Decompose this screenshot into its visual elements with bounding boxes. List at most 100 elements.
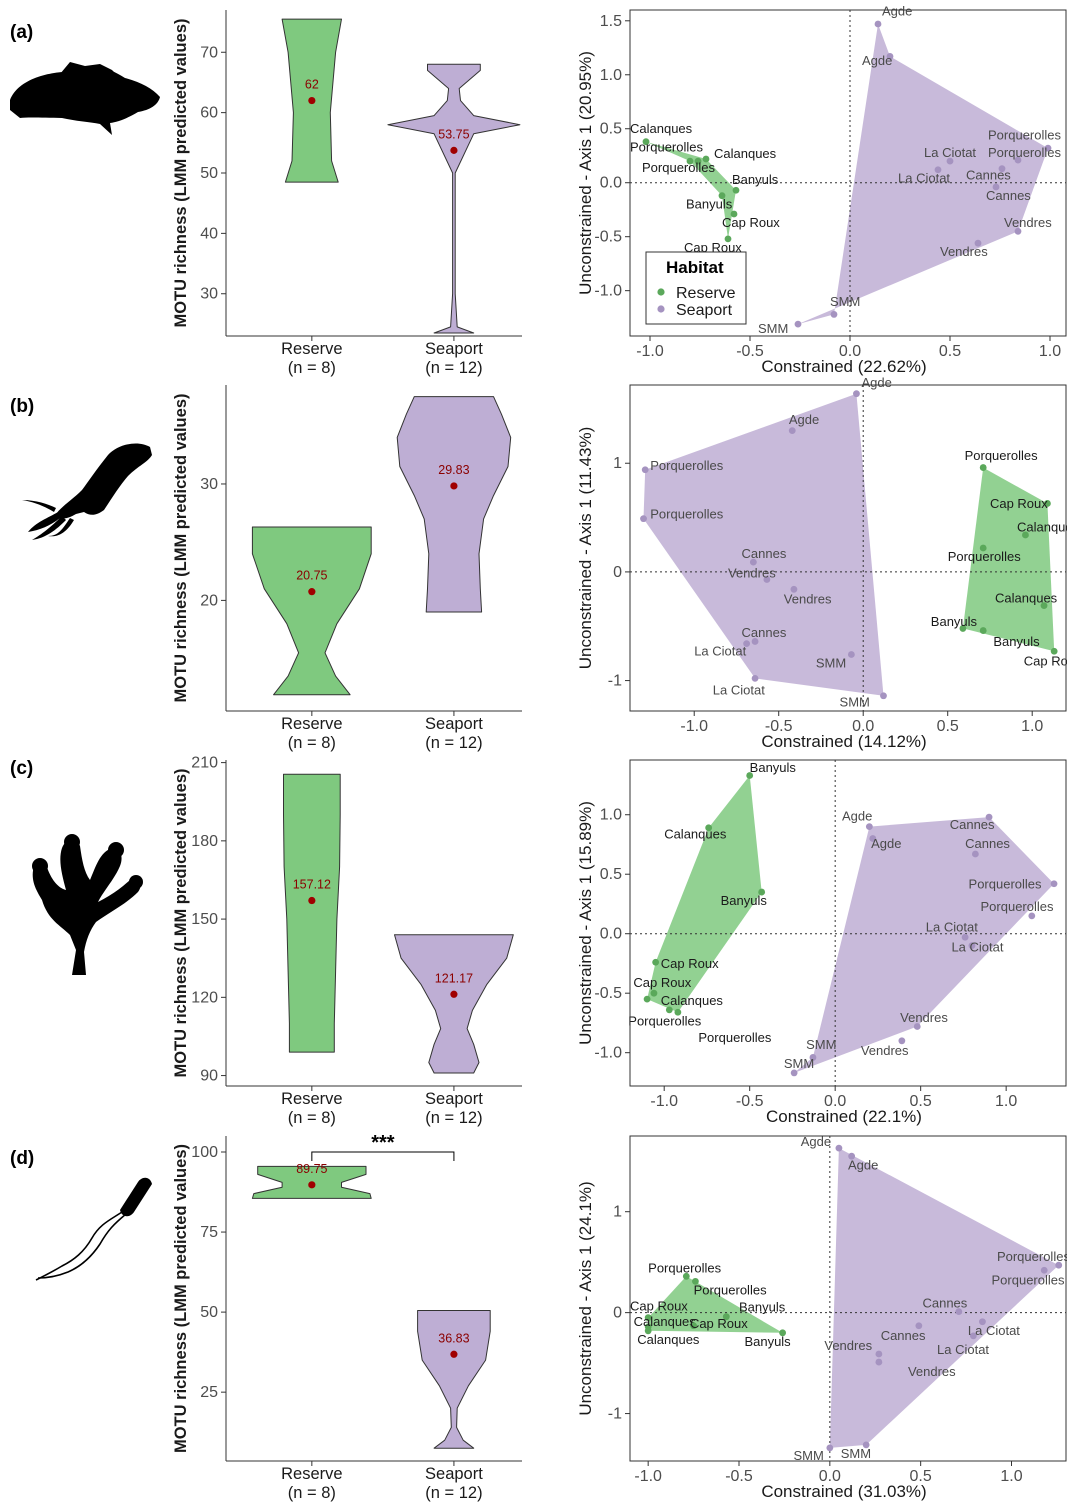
- site-label: Porquerolles: [650, 458, 723, 473]
- violin-seaport: [417, 1310, 491, 1449]
- site-label: Vendres: [784, 591, 832, 606]
- site-point: [913, 1023, 921, 1030]
- violin-plot: 30 40 50 60 70 MOTU richness (LMM predicted v…: [172, 10, 522, 377]
- plot-frame: [629, 384, 1067, 712]
- site-point: [1044, 144, 1052, 152]
- y-axis-title: Unconstrained - Axis 1 (11.43%): [576, 427, 595, 670]
- squid-silhouette-icon: [22, 443, 152, 540]
- y-tick-label: 120: [191, 989, 218, 1006]
- site-label: SMM: [841, 1446, 871, 1461]
- site-point: [794, 320, 802, 328]
- plot-frame: [629, 9, 1067, 337]
- site-point: [746, 772, 754, 779]
- site-point: [665, 1006, 673, 1014]
- site-label: Porquerolles: [698, 1030, 771, 1045]
- site-point: [979, 544, 987, 552]
- site-label: SMM: [830, 294, 860, 309]
- site-label: Vendres: [861, 1043, 909, 1058]
- site-point: [880, 692, 887, 700]
- site-point: [751, 675, 759, 682]
- plot-frame: [629, 759, 1067, 1087]
- y-tick-label: 20: [200, 592, 218, 609]
- site-label: Agde: [842, 809, 872, 824]
- site-point: [971, 850, 979, 858]
- site-point: [724, 235, 732, 243]
- x-tick-label: -1.0: [634, 1468, 662, 1485]
- site-label: Banyuls: [721, 893, 768, 908]
- site-label: Porquerolles: [988, 128, 1061, 143]
- significance-bracket: [311, 1151, 455, 1162]
- site-label: Vendres: [940, 244, 988, 259]
- site-point: [1028, 912, 1036, 920]
- site-point: [915, 1322, 923, 1330]
- site-point: [875, 1358, 883, 1366]
- violin-seaport: [396, 396, 512, 613]
- y-tick-label: 180: [191, 833, 218, 850]
- site-point: [674, 1008, 682, 1016]
- x-category-label: Seaport: [425, 340, 483, 358]
- panel-label: (b): [10, 396, 34, 417]
- violin-plot: 20 30 MOTU richness (LMM predicted values)…: [172, 385, 522, 752]
- site-label: Cannes: [986, 188, 1031, 203]
- x-category-n: (n = 12): [425, 359, 482, 377]
- site-point: [934, 166, 942, 174]
- site-point: [955, 1308, 963, 1316]
- site-label: Porquerolles: [981, 899, 1054, 914]
- ordination-plot: AgdeAgdePorquerollesPorquerollesCannesLa…: [576, 1134, 1067, 1501]
- legend-swatch-seaport: [657, 305, 665, 313]
- legend-label-reserve: Reserve: [676, 285, 736, 302]
- site-label: Calanques: [661, 993, 724, 1008]
- site-point: [722, 1313, 730, 1321]
- hull-seaport: [794, 817, 1054, 1073]
- site-point: [865, 823, 873, 831]
- y-axis-title: Unconstrained - Axis 1 (24.1%): [576, 1181, 595, 1415]
- mean-point: [308, 96, 316, 105]
- x-category-n: (n = 8): [288, 1484, 336, 1502]
- site-point: [809, 1054, 817, 1061]
- y-tick-label: -0.5: [594, 229, 622, 246]
- site-point: [788, 427, 796, 435]
- seaweed-silhouette-icon: [32, 834, 143, 975]
- x-axis-title: Constrained (14.12%): [761, 732, 926, 751]
- site-point: [1014, 227, 1022, 235]
- y-tick-label: 150: [191, 911, 218, 928]
- site-point: [875, 1350, 883, 1358]
- site-label: Cannes: [881, 1328, 926, 1343]
- x-category-n: (n = 12): [425, 1484, 482, 1502]
- y-tick-label: 70: [200, 44, 218, 61]
- site-point: [779, 1329, 786, 1337]
- site-label: SMM: [806, 1037, 836, 1052]
- site-label: Vendres: [900, 1010, 948, 1025]
- site-point: [732, 186, 740, 194]
- x-tick-label: 0.5: [910, 1093, 932, 1110]
- site-point: [979, 1318, 986, 1326]
- site-point: [1050, 880, 1058, 888]
- ordination-plot: Agde Agde Porquerolles Porquerolles Cannes Ve…: [576, 375, 1067, 751]
- site-label: La Ciotat: [924, 145, 976, 160]
- site-label: Porquerolles: [630, 139, 703, 154]
- site-point: [979, 464, 987, 471]
- site-label: Cannes: [742, 625, 787, 640]
- y-tick-label: 0.0: [600, 175, 622, 192]
- x-tick-label: 0.5: [939, 343, 961, 360]
- hull-seaport: [798, 24, 1048, 325]
- site-label: SMM: [794, 1448, 824, 1463]
- x-tick-label: 0.0: [819, 1468, 841, 1485]
- site-point: [1022, 531, 1029, 539]
- site-label: Calanques: [995, 590, 1058, 605]
- y-axis-title: MOTU richness (LMM predicted values): [172, 19, 190, 328]
- x-category-label: Seaport: [425, 715, 483, 733]
- site-point: [862, 1441, 870, 1449]
- mean-label: 89.75: [296, 1162, 327, 1176]
- site-point: [830, 311, 838, 318]
- panel-label: (d): [10, 1148, 34, 1169]
- x-category-n: (n = 12): [425, 734, 482, 752]
- y-tick-label: -1: [608, 673, 622, 690]
- site-label: Cap Roux: [661, 956, 719, 971]
- hull-reserve: [648, 1276, 783, 1333]
